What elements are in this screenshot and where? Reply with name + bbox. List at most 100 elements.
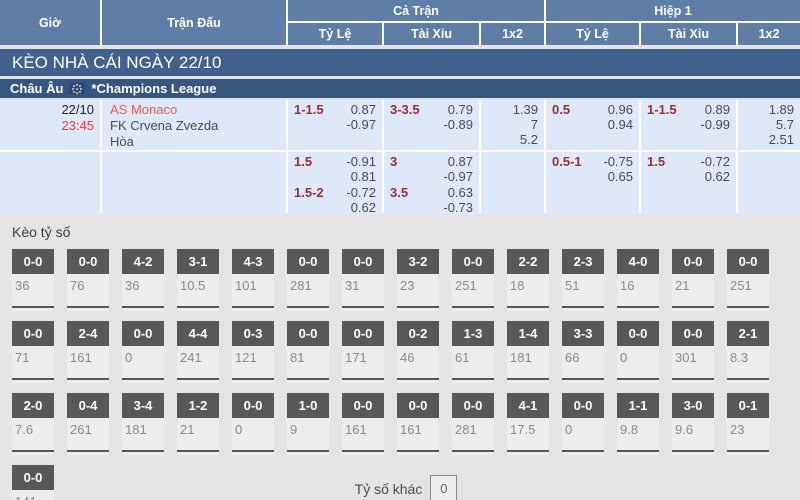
h1-handicap-cell: 0.5-1 -0.75 0.65 [546,152,639,184]
score-label: 3-0 [672,393,714,418]
score-bet-card[interactable]: 0-0 81 [287,321,329,383]
column-header-h1-handicap: Tỷ Lệ [546,23,639,45]
odds-bottom: -0.99 [700,117,730,132]
score-bet-card[interactable]: 0-1 23 [727,393,769,455]
score-label: 2-4 [67,321,109,346]
score-bet-card[interactable]: 0-0 0 [617,321,659,383]
score-row: 0-0 71 2-4 161 0-0 0 4-4 241 0-3 121 0-0 81 0-0 171 0-… [12,321,800,383]
score-bet-card[interactable]: 4-3 101 [232,249,274,311]
score-label: 0-0 [342,249,384,274]
odds-bottom: -0.97 [346,117,376,132]
score-label: 0-0 [397,393,439,418]
score-bet-card[interactable]: 0-0 171 [342,321,384,383]
score-bet-card[interactable]: 0-0 281 [287,249,329,311]
odds-row-secondary: 1.5 -0.91 0.81 3 0.87 -0.97 0.5-1 -0.75 0.6… [0,152,800,184]
score-card-underline [342,306,384,308]
score-bet-card[interactable]: 0-0 31 [342,249,384,311]
h1-overunder-cell: 1.5 -0.72 0.62 [641,152,736,184]
score-bet-card[interactable]: 0-0141 [12,465,54,500]
score-odds-value: 10.5 [180,278,206,293]
score-card-underline [232,306,274,308]
score-odds-value: 281 [455,422,477,437]
score-bet-card[interactable]: 3-1 10.5 [177,249,219,311]
score-card-underline [507,378,549,380]
score-card-underline [122,378,164,380]
correct-score-section: Kèo tỷ số 0-0 36 0-0 76 4-2 36 3-1 10.5 4-3 101 0-… [0,213,800,500]
score-label: 4-3 [232,249,274,274]
odds-top: 0.87 [350,102,376,117]
score-odds-value: 101 [235,278,257,293]
ft-handicap-cell: 1.5 -0.91 0.81 [288,152,382,184]
score-label: 0-4 [67,393,109,418]
score-odds-value: 21 [675,278,690,293]
score-bet-card[interactable]: 0-4 261 [67,393,109,455]
score-odds-value: 46 [400,350,415,365]
score-bet-card[interactable]: 2-1 8.3 [727,321,769,383]
score-card-underline [727,378,769,380]
score-label: 0-0 [562,393,604,418]
odds-top: -0.72 [346,185,376,200]
score-bet-card[interactable]: 0-0 251 [727,249,769,311]
score-bet-card[interactable]: 0-0 0 [232,393,274,455]
score-bet-card[interactable]: 0-0 36 [12,249,54,311]
score-bet-card[interactable]: 1-0 9 [287,393,329,455]
handicap-line: 0.5-1 [552,154,582,169]
score-card-underline [12,378,54,380]
score-bet-card[interactable]: 0-0 0 [122,321,164,383]
score-card-underline [397,450,439,452]
score-bet-card[interactable]: 1-2 21 [177,393,219,455]
score-odds-value: 181 [510,350,532,365]
league-bar[interactable]: Châu Âu *Champions League [0,79,800,98]
score-bet-card[interactable]: 3-0 9.6 [672,393,714,455]
score-bet-card[interactable]: 0-0 71 [12,321,54,383]
score-card-underline [672,450,714,452]
match-teams-cell[interactable]: AS Monaco FK Crvena Zvezda Hòa [102,100,286,150]
score-bet-card[interactable]: 0-0 281 [452,393,494,455]
score-bet-card[interactable]: 0-0 21 [672,249,714,311]
overunder-line: 1-1.5 [647,102,677,117]
score-bet-card[interactable]: 4-0 16 [617,249,659,311]
score-label: 0-1 [727,393,769,418]
score-bet-card[interactable]: 0-0 76 [67,249,109,311]
score-bet-card[interactable]: 0-0 301 [672,321,714,383]
other-score-label: Tỷ số khác [354,480,423,497]
score-odds-value: 76 [70,278,85,293]
score-bet-card[interactable]: 2-4 161 [67,321,109,383]
other-score-input[interactable]: 0 [430,475,458,500]
score-label: 3-3 [562,321,604,346]
score-bet-card[interactable]: 0-3 121 [232,321,274,383]
score-label: 0-0 [617,321,659,346]
score-odds-value: 161 [400,422,422,437]
score-bet-card[interactable]: 1-4 181 [507,321,549,383]
odds-1x2-draw: 7 [530,117,538,132]
overunder-line: 3.5 [390,185,409,200]
score-label: 0-0 [122,321,164,346]
score-bet-card[interactable]: 2-0 7.6 [12,393,54,455]
ft-handicap-cell: 1.5-2 -0.72 0.62 [288,183,382,215]
score-bet-card[interactable]: 3-4 181 [122,393,164,455]
score-bet-card[interactable]: 0-0 161 [342,393,384,455]
score-bet-card[interactable]: 4-1 17.5 [507,393,549,455]
score-bet-card[interactable]: 2-3 51 [562,249,604,311]
score-bet-card[interactable]: 0-0 251 [452,249,494,311]
score-bet-card[interactable]: 0-0 161 [397,393,439,455]
score-bet-card[interactable]: 4-4 241 [177,321,219,383]
handicap-line: 1.5-2 [294,185,324,200]
odds-bottom: -0.97 [443,169,473,184]
score-label: 0-0 [452,249,494,274]
score-bet-card[interactable]: 4-2 36 [122,249,164,311]
score-card-underline [617,450,659,452]
score-bet-card[interactable]: 3-3 66 [562,321,604,383]
score-bet-card[interactable]: 1-1 9.8 [617,393,659,455]
odds-table-body: 22/10 23:45 AS Monaco FK Crvena Zvezda H… [0,100,800,215]
score-bet-card[interactable]: 2-2 18 [507,249,549,311]
score-bet-card[interactable]: 3-2 23 [397,249,439,311]
odds-top: -0.75 [603,154,633,169]
h1-overunder-cell: 1-1.5 0.89 -0.99 [641,100,736,150]
score-bet-card[interactable]: 0-0 0 [562,393,604,455]
score-bet-card[interactable]: 1-3 61 [452,321,494,383]
odds-1x2-away: 5.2 [519,132,538,147]
score-bet-card[interactable]: 0-2 46 [397,321,439,383]
odds-bottom: -0.73 [443,200,473,215]
score-label: 0-2 [397,321,439,346]
